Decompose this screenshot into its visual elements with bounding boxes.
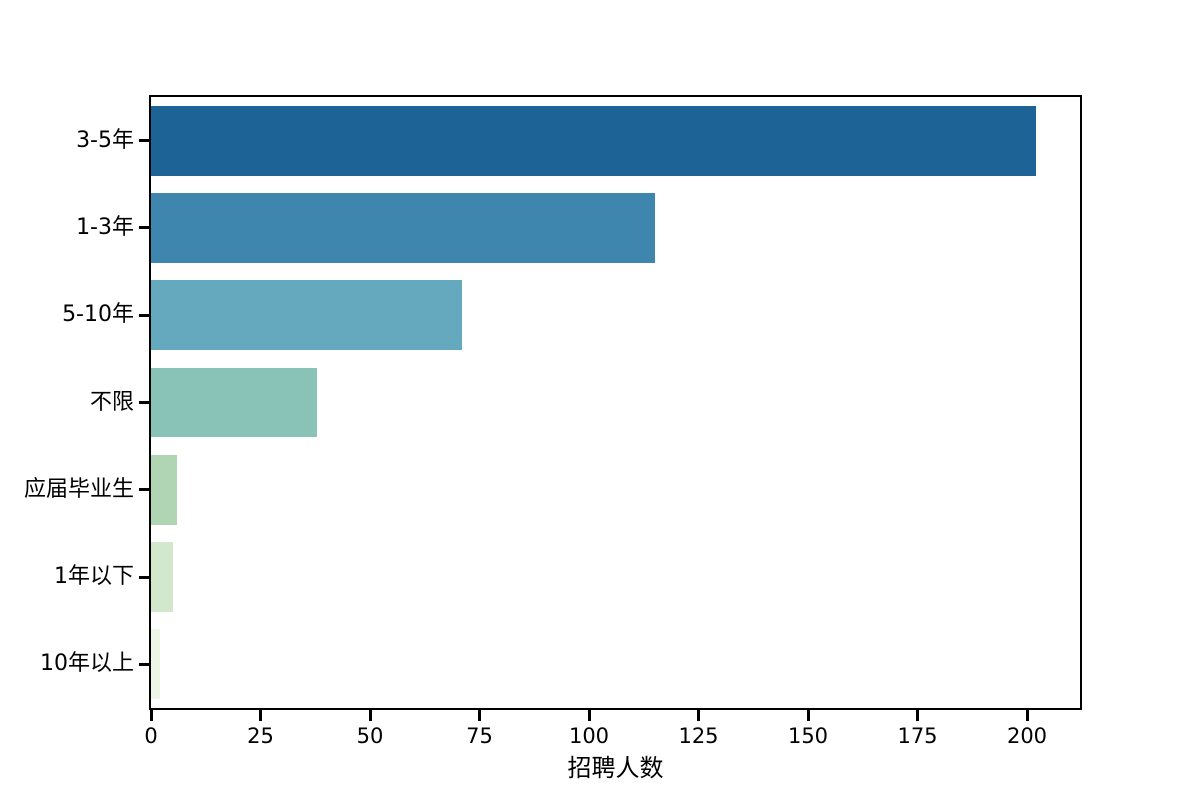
x-tick-mark (368, 708, 372, 721)
x-tick-label: 175 (897, 724, 938, 748)
bar (151, 280, 462, 351)
bar (151, 367, 318, 438)
x-tick-mark (806, 708, 810, 721)
y-tick-mark (139, 313, 151, 317)
x-tick-mark (1025, 708, 1029, 721)
x-tick-mark (587, 708, 591, 721)
bar (151, 454, 178, 525)
x-tick-label: 50 (356, 724, 384, 748)
x-tick-label: 125 (678, 724, 719, 748)
x-tick-label: 200 (1006, 724, 1048, 748)
bar (151, 629, 160, 700)
y-tick-label: 3-5年 (76, 127, 134, 153)
y-tick-mark (139, 226, 151, 230)
y-tick-label: 1年以下 (54, 564, 134, 590)
x-tick-label: 0 (144, 724, 158, 748)
x-tick-mark (149, 708, 153, 721)
x-tick-mark (916, 708, 919, 721)
bar (151, 542, 173, 612)
y-tick-mark (139, 488, 151, 492)
x-tick-label: 150 (787, 724, 829, 748)
y-tick-mark (139, 139, 151, 143)
y-tick-mark (139, 401, 151, 404)
bar (151, 105, 1036, 176)
x-axis-title: 招聘人数 (567, 754, 664, 782)
y-tick-mark (139, 662, 151, 666)
bar (151, 193, 655, 263)
y-tick-label: 10年以上 (40, 651, 134, 677)
x-tick-label: 75 (466, 724, 493, 748)
x-tick-mark (259, 708, 262, 721)
y-tick-mark (139, 575, 151, 579)
x-tick-mark (697, 708, 700, 721)
x-tick-label: 25 (247, 724, 274, 748)
x-tick-label: 100 (568, 724, 610, 748)
y-tick-label: 不限 (89, 389, 134, 415)
x-tick-mark (478, 708, 481, 721)
y-tick-label: 1-3年 (76, 214, 134, 240)
y-tick-label: 应届毕业生 (23, 476, 134, 502)
y-tick-label: 5-10年 (62, 302, 134, 328)
